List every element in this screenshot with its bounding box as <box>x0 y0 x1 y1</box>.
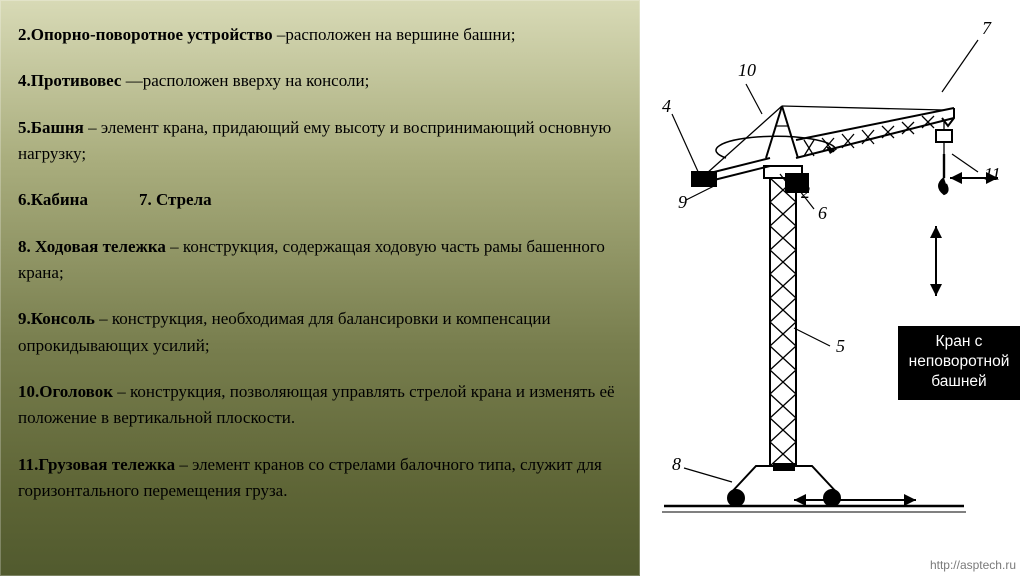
def-item-6-7: 6.Кабина 7. Стрела <box>18 187 622 213</box>
svg-text:9: 9 <box>678 192 687 212</box>
crane-diagram: 24567891011 <box>644 6 1020 546</box>
def-item-4: 4.Противовес —расположен вверху на консо… <box>18 68 622 94</box>
def-item-10: 10.Оголовок – конструкция, позволяющая у… <box>18 379 622 432</box>
svg-text:6: 6 <box>818 203 827 223</box>
diagram-caption: Кран с неповоротной башней <box>898 326 1020 400</box>
def-item-5: 5.Башня – элемент крана, придающий ему в… <box>18 115 622 168</box>
svg-text:8: 8 <box>672 454 681 474</box>
def-item-9: 9.Консоль – конструкция, необходимая для… <box>18 306 622 359</box>
def-item-8: 8. Ходовая тележка – конструкция, содерж… <box>18 234 622 287</box>
diagram-panel: 24567891011 Кран с неповоротной башней h… <box>640 0 1024 576</box>
definitions-panel: 2.Опорно-поворотное устройство –располож… <box>0 0 640 576</box>
def-item-2: 2.Опорно-поворотное устройство –располож… <box>18 22 622 48</box>
svg-text:5: 5 <box>836 336 845 356</box>
svg-text:11: 11 <box>984 164 1001 184</box>
svg-text:7: 7 <box>982 18 992 38</box>
source-link: http://asptech.ru <box>930 558 1016 572</box>
def-item-11: 11.Грузовая тележка – элемент кранов со … <box>18 452 622 505</box>
svg-text:10: 10 <box>738 60 756 80</box>
svg-text:4: 4 <box>662 96 671 116</box>
